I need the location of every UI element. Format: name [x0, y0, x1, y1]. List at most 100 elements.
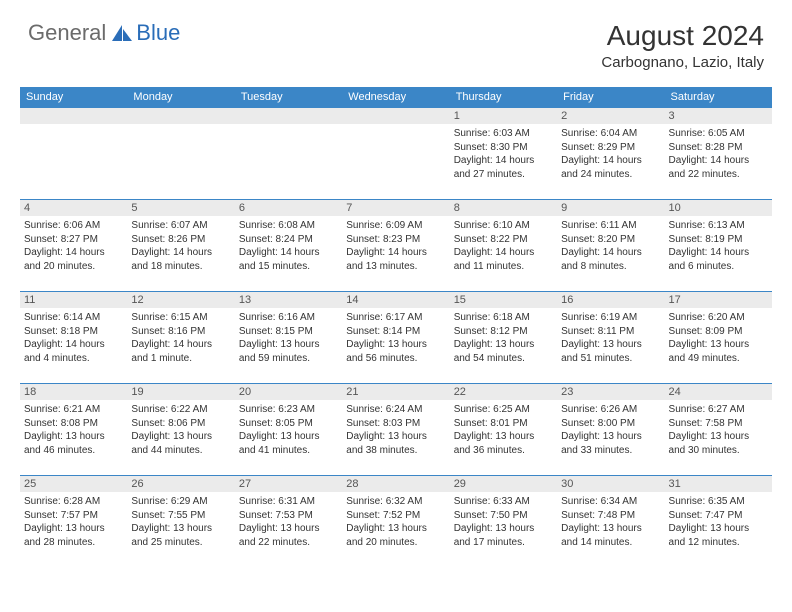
calendar-cell: 6Sunrise: 6:08 AMSunset: 8:24 PMDaylight…: [235, 200, 342, 292]
sunrise-text: Sunrise: 6:16 AM: [239, 311, 338, 325]
sunrise-text: Sunrise: 6:17 AM: [346, 311, 445, 325]
dayhead-wed: Wednesday: [342, 87, 449, 108]
daylight-text: Daylight: 14 hours and 11 minutes.: [454, 246, 553, 273]
sunset-text: Sunset: 8:26 PM: [131, 233, 230, 247]
location-text: Carbognano, Lazio, Italy: [601, 54, 764, 71]
day-info: Sunrise: 6:18 AMSunset: 8:12 PMDaylight:…: [450, 308, 557, 367]
day-info: Sunrise: 6:28 AMSunset: 7:57 PMDaylight:…: [20, 492, 127, 551]
calendar-cell: 16Sunrise: 6:19 AMSunset: 8:11 PMDayligh…: [557, 292, 664, 384]
day-number: 7: [342, 200, 449, 216]
day-info: Sunrise: 6:27 AMSunset: 7:58 PMDaylight:…: [665, 400, 772, 459]
day-info: Sunrise: 6:13 AMSunset: 8:19 PMDaylight:…: [665, 216, 772, 275]
day-info: Sunrise: 6:35 AMSunset: 7:47 PMDaylight:…: [665, 492, 772, 551]
daylight-text: Daylight: 14 hours and 15 minutes.: [239, 246, 338, 273]
sunset-text: Sunset: 8:23 PM: [346, 233, 445, 247]
calendar-cell: 3Sunrise: 6:05 AMSunset: 8:28 PMDaylight…: [665, 108, 772, 200]
calendar-row: 1Sunrise: 6:03 AMSunset: 8:30 PMDaylight…: [20, 108, 772, 200]
day-number: 31: [665, 476, 772, 492]
sunrise-text: Sunrise: 6:22 AM: [131, 403, 230, 417]
daylight-text: Daylight: 13 hours and 28 minutes.: [24, 522, 123, 549]
day-number: 16: [557, 292, 664, 308]
day-number: 25: [20, 476, 127, 492]
sunset-text: Sunset: 8:12 PM: [454, 325, 553, 339]
daylight-text: Daylight: 14 hours and 4 minutes.: [24, 338, 123, 365]
day-number: 10: [665, 200, 772, 216]
title-block: August 2024 Carbognano, Lazio, Italy: [601, 20, 764, 71]
day-number: 11: [20, 292, 127, 308]
sunrise-text: Sunrise: 6:31 AM: [239, 495, 338, 509]
day-header-row: Sunday Monday Tuesday Wednesday Thursday…: [20, 87, 772, 108]
sunrise-text: Sunrise: 6:19 AM: [561, 311, 660, 325]
calendar-cell: 28Sunrise: 6:32 AMSunset: 7:52 PMDayligh…: [342, 476, 449, 568]
sunset-text: Sunset: 7:47 PM: [669, 509, 768, 523]
daylight-text: Daylight: 13 hours and 17 minutes.: [454, 522, 553, 549]
sunset-text: Sunset: 8:08 PM: [24, 417, 123, 431]
sunset-text: Sunset: 8:14 PM: [346, 325, 445, 339]
daylight-text: Daylight: 13 hours and 38 minutes.: [346, 430, 445, 457]
day-number: 18: [20, 384, 127, 400]
day-info: Sunrise: 6:34 AMSunset: 7:48 PMDaylight:…: [557, 492, 664, 551]
sunset-text: Sunset: 8:28 PM: [669, 141, 768, 155]
daylight-text: Daylight: 14 hours and 24 minutes.: [561, 154, 660, 181]
daylight-text: Daylight: 14 hours and 22 minutes.: [669, 154, 768, 181]
sunrise-text: Sunrise: 6:26 AM: [561, 403, 660, 417]
day-number: 14: [342, 292, 449, 308]
day-number: 28: [342, 476, 449, 492]
sunrise-text: Sunrise: 6:18 AM: [454, 311, 553, 325]
day-info: Sunrise: 6:07 AMSunset: 8:26 PMDaylight:…: [127, 216, 234, 275]
calendar-cell: 10Sunrise: 6:13 AMSunset: 8:19 PMDayligh…: [665, 200, 772, 292]
sunrise-text: Sunrise: 6:09 AM: [346, 219, 445, 233]
calendar-cell: 1Sunrise: 6:03 AMSunset: 8:30 PMDaylight…: [450, 108, 557, 200]
sunset-text: Sunset: 8:05 PM: [239, 417, 338, 431]
day-number: 12: [127, 292, 234, 308]
sunset-text: Sunset: 7:50 PM: [454, 509, 553, 523]
day-number: 8: [450, 200, 557, 216]
day-info: Sunrise: 6:25 AMSunset: 8:01 PMDaylight:…: [450, 400, 557, 459]
sunrise-text: Sunrise: 6:15 AM: [131, 311, 230, 325]
day-number: [127, 108, 234, 124]
dayhead-sun: Sunday: [20, 87, 127, 108]
daylight-text: Daylight: 13 hours and 22 minutes.: [239, 522, 338, 549]
day-info: Sunrise: 6:05 AMSunset: 8:28 PMDaylight:…: [665, 124, 772, 183]
day-info: Sunrise: 6:14 AMSunset: 8:18 PMDaylight:…: [20, 308, 127, 367]
month-title: August 2024: [601, 20, 764, 52]
daylight-text: Daylight: 13 hours and 36 minutes.: [454, 430, 553, 457]
day-number: 21: [342, 384, 449, 400]
dayhead-fri: Friday: [557, 87, 664, 108]
day-info: Sunrise: 6:23 AMSunset: 8:05 PMDaylight:…: [235, 400, 342, 459]
calendar-cell: [20, 108, 127, 200]
day-info: Sunrise: 6:15 AMSunset: 8:16 PMDaylight:…: [127, 308, 234, 367]
dayhead-tue: Tuesday: [235, 87, 342, 108]
sunset-text: Sunset: 8:11 PM: [561, 325, 660, 339]
sunrise-text: Sunrise: 6:07 AM: [131, 219, 230, 233]
sunset-text: Sunset: 8:29 PM: [561, 141, 660, 155]
calendar-cell: 18Sunrise: 6:21 AMSunset: 8:08 PMDayligh…: [20, 384, 127, 476]
calendar-body: 1Sunrise: 6:03 AMSunset: 8:30 PMDaylight…: [20, 108, 772, 568]
day-info: Sunrise: 6:03 AMSunset: 8:30 PMDaylight:…: [450, 124, 557, 183]
daylight-text: Daylight: 14 hours and 1 minute.: [131, 338, 230, 365]
sunset-text: Sunset: 7:55 PM: [131, 509, 230, 523]
sunset-text: Sunset: 7:52 PM: [346, 509, 445, 523]
daylight-text: Daylight: 14 hours and 6 minutes.: [669, 246, 768, 273]
sunrise-text: Sunrise: 6:34 AM: [561, 495, 660, 509]
calendar-cell: 21Sunrise: 6:24 AMSunset: 8:03 PMDayligh…: [342, 384, 449, 476]
calendar-cell: 14Sunrise: 6:17 AMSunset: 8:14 PMDayligh…: [342, 292, 449, 384]
day-number: 20: [235, 384, 342, 400]
day-info: Sunrise: 6:32 AMSunset: 7:52 PMDaylight:…: [342, 492, 449, 551]
dayhead-sat: Saturday: [665, 87, 772, 108]
day-number: 3: [665, 108, 772, 124]
daylight-text: Daylight: 14 hours and 27 minutes.: [454, 154, 553, 181]
calendar-cell: [342, 108, 449, 200]
day-info: Sunrise: 6:09 AMSunset: 8:23 PMDaylight:…: [342, 216, 449, 275]
daylight-text: Daylight: 13 hours and 25 minutes.: [131, 522, 230, 549]
daylight-text: Daylight: 13 hours and 33 minutes.: [561, 430, 660, 457]
calendar-cell: 13Sunrise: 6:16 AMSunset: 8:15 PMDayligh…: [235, 292, 342, 384]
daylight-text: Daylight: 14 hours and 18 minutes.: [131, 246, 230, 273]
sunset-text: Sunset: 8:09 PM: [669, 325, 768, 339]
daylight-text: Daylight: 13 hours and 20 minutes.: [346, 522, 445, 549]
daylight-text: Daylight: 13 hours and 59 minutes.: [239, 338, 338, 365]
day-number: [20, 108, 127, 124]
day-number: 19: [127, 384, 234, 400]
calendar-cell: 12Sunrise: 6:15 AMSunset: 8:16 PMDayligh…: [127, 292, 234, 384]
day-number: 26: [127, 476, 234, 492]
